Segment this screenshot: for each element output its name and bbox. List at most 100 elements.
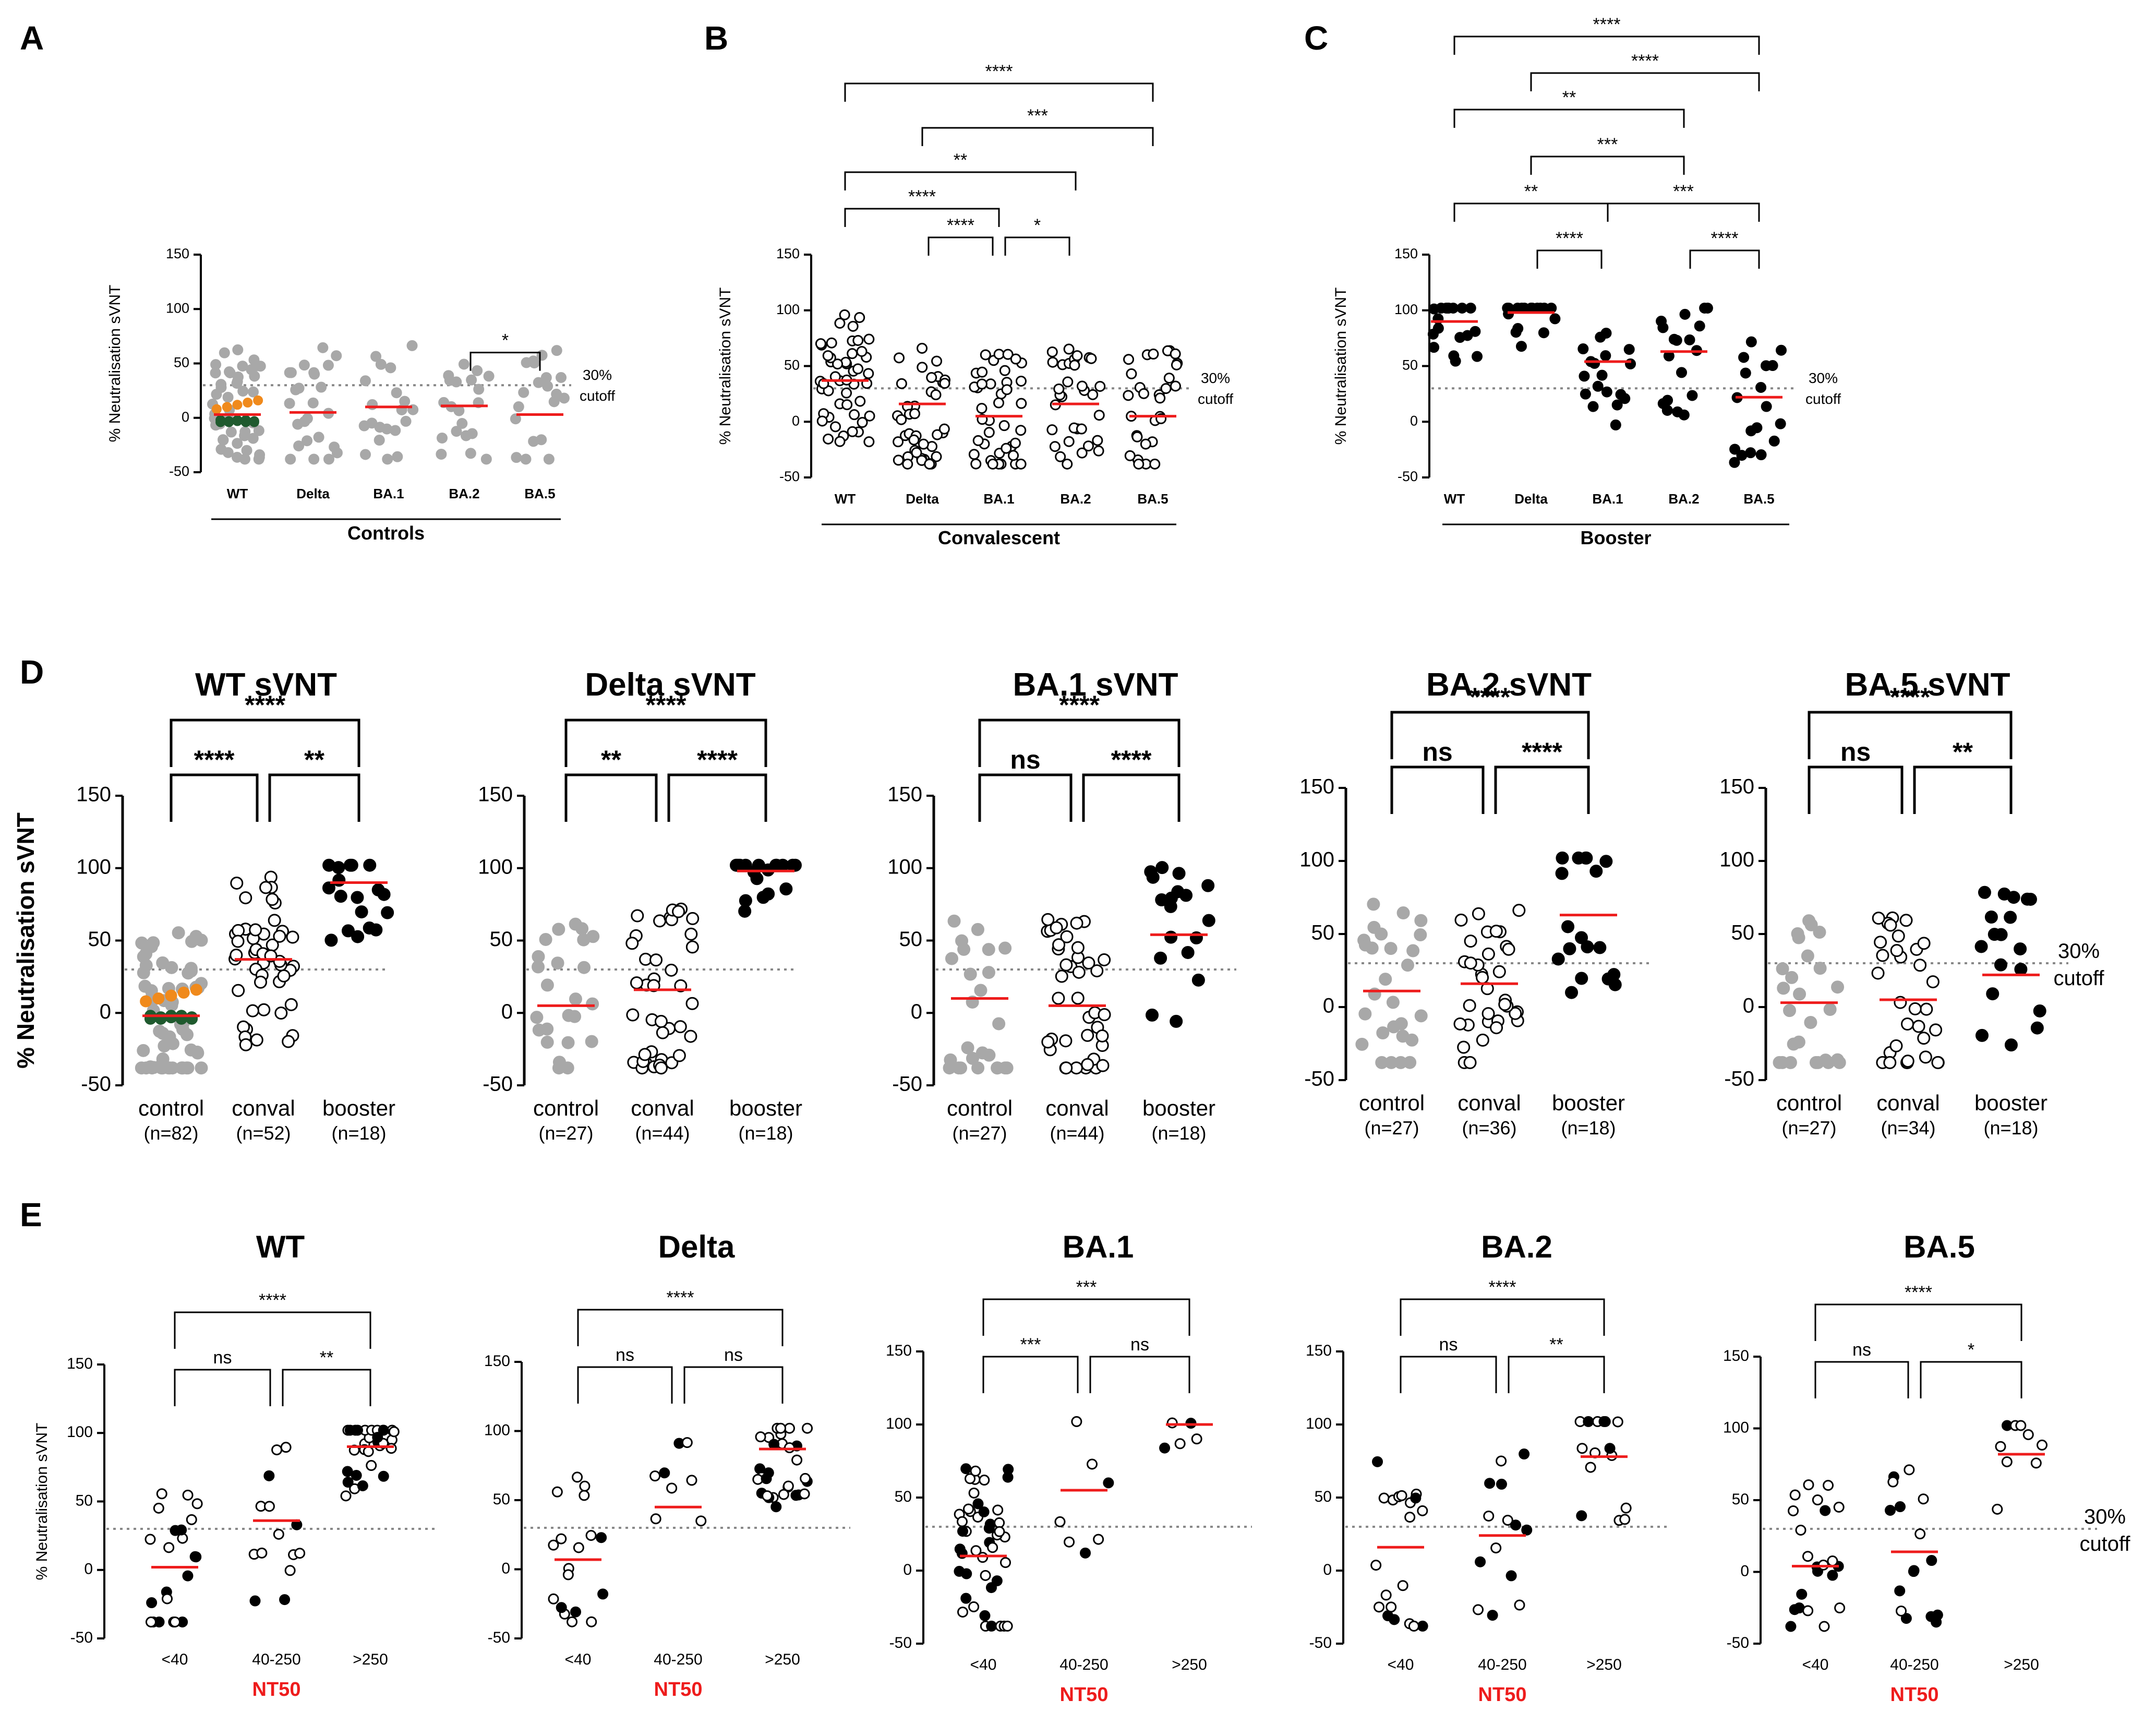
significance-label: ****: [259, 1290, 286, 1310]
data-point: [369, 923, 383, 937]
data-point: [1917, 937, 1931, 950]
data-point: [256, 1547, 268, 1559]
significance-label: ns: [1422, 737, 1452, 767]
data-point: [1914, 1528, 1926, 1540]
data-point: [1871, 966, 1885, 980]
data-point: [406, 340, 418, 351]
y-tick-label: 150: [1719, 775, 1754, 798]
x-tick-label: >250: [2004, 1656, 2039, 1673]
data-point: [577, 933, 591, 947]
data-point: [985, 1582, 997, 1594]
data-point: [1498, 998, 1512, 1011]
data-point: [917, 342, 928, 354]
data-point: [1619, 1514, 1631, 1525]
data-point: [1401, 959, 1414, 972]
x-tick-label: 40-250: [1059, 1656, 1108, 1673]
data-point: [839, 309, 850, 320]
data-point: [527, 355, 539, 367]
data-point: [385, 362, 396, 374]
x-tick-label: control: [533, 1096, 599, 1120]
panel-E1: E WT 150 100 50 0 -50 % Neutralisation sVNT <40 4…: [20, 1196, 436, 1701]
data-point: [1926, 1555, 1937, 1566]
data-point: [239, 1038, 252, 1051]
significance-label: ****: [1489, 1277, 1516, 1297]
data-point: [1489, 925, 1503, 938]
data-point: [543, 453, 555, 465]
y-tick-label: 100: [776, 302, 800, 317]
x-count-label: (n=44): [635, 1122, 690, 1144]
significance-bracket: [1536, 249, 1603, 269]
data-point: [1126, 368, 1137, 379]
data-point: [1802, 1551, 1813, 1562]
data-point: [834, 436, 846, 447]
significance-bracket: [577, 1366, 673, 1404]
data-point: [1974, 940, 1988, 953]
data-point: [548, 1539, 559, 1551]
data-point: [932, 429, 943, 440]
x-tick-label: control: [1776, 1091, 1842, 1115]
x-tick-label: Delta: [1514, 491, 1548, 507]
data-point: [1191, 973, 1205, 987]
data-point: [169, 1617, 180, 1627]
data-point: [1784, 1056, 1797, 1069]
significance-label: ****: [194, 745, 235, 774]
data-point: [575, 922, 589, 936]
data-point: [1792, 1035, 1805, 1049]
data-point: [239, 426, 251, 437]
data-point: [239, 891, 252, 905]
data-point: [1623, 344, 1635, 355]
data-point: [1092, 435, 1103, 446]
data-point: [1904, 1464, 1915, 1476]
data-point: [391, 387, 402, 399]
data-point: [561, 1036, 575, 1049]
data-point: [1776, 344, 1787, 356]
data-point: [1386, 996, 1400, 1009]
data-point: [1081, 1058, 1094, 1071]
data-point: [1064, 1536, 1075, 1548]
data-point: [768, 1439, 780, 1450]
data-point: [1687, 390, 1698, 401]
x-tick-label: >250: [765, 1651, 800, 1668]
data-point: [649, 953, 663, 967]
data-point: [1414, 1009, 1428, 1023]
data-point: [240, 415, 251, 425]
data-point: [1975, 1028, 1989, 1042]
data-point: [1472, 351, 1483, 362]
panel-letter: B: [704, 19, 728, 57]
y-tick-label: -50: [169, 463, 189, 479]
data-point: [993, 397, 1005, 409]
data-point: [273, 929, 286, 943]
data-point: [316, 381, 327, 393]
data-point: [161, 1593, 173, 1605]
data-point: [896, 378, 907, 389]
data-point: [144, 1534, 156, 1545]
data-point: [1015, 375, 1027, 387]
data-point: [237, 361, 248, 372]
data-point: [1476, 1033, 1489, 1047]
data-point: [363, 1446, 374, 1457]
data-point: [253, 395, 263, 405]
data-point: [2014, 963, 2028, 976]
data-point: [1053, 383, 1065, 394]
data-point: [1676, 367, 1688, 378]
y-tick-label: 0: [903, 1561, 912, 1578]
x-tick-label: BA.1: [983, 491, 1014, 507]
y-tick-label: 50: [174, 355, 189, 370]
data-point: [1046, 424, 1058, 436]
data-point: [249, 417, 259, 427]
data-point: [911, 447, 922, 458]
data-point: [1054, 1516, 1066, 1527]
data-point: [1047, 356, 1058, 368]
data-point: [1146, 1008, 1159, 1022]
x-axis-label: NT50: [654, 1679, 703, 1701]
y-tick-label: 50: [1732, 1491, 1749, 1508]
data-point: [939, 378, 950, 389]
data-point: [259, 881, 273, 894]
data-point: [540, 372, 552, 384]
significance-label: ns: [1852, 1340, 1871, 1360]
data-point: [1505, 1570, 1517, 1582]
significance-bracket: [1913, 765, 2013, 814]
data-point: [994, 1517, 1005, 1528]
data-point: [302, 435, 313, 447]
data-point: [823, 433, 834, 445]
